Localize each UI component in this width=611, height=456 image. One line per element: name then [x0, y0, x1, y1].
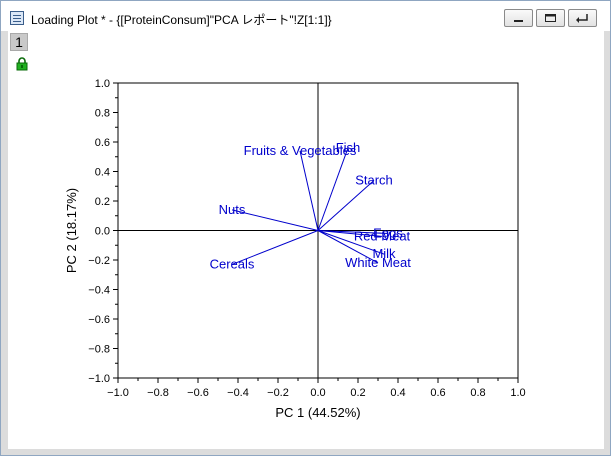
loading-label[interactable]: Milk [372, 246, 396, 261]
loading-label[interactable]: Red Meat [354, 228, 411, 243]
loading-vectors [231, 147, 389, 265]
restore-icon [545, 14, 556, 22]
loading-vector [317, 230, 379, 264]
x-tick-label: −1.0 [107, 387, 129, 399]
loading-label[interactable]: Starch [355, 172, 393, 187]
minimize-button[interactable] [504, 9, 533, 27]
graph-page[interactable]: 1 −1.0 −0.8 −0.6 −0.4 −0.2 0.0 0.2 0.4 0.6 0.8 1.0… [8, 31, 604, 449]
loading-plot[interactable]: −1.0 −0.8 −0.6 −0.4 −0.2 0.0 0.2 0.4 0.6 0.8 1.0 −1… [8, 31, 604, 449]
loading-vector [317, 230, 383, 237]
y-tick-label: 0.0 [95, 226, 110, 238]
y-tick-label: −0.4 [88, 285, 110, 297]
x-tick-label: 0.2 [350, 387, 365, 399]
loading-vector [317, 179, 375, 231]
restore-button[interactable] [536, 9, 565, 27]
x-tick-label: −0.2 [267, 387, 289, 399]
x-tick-label: −0.8 [147, 387, 169, 399]
loading-label[interactable]: Fruits & Vegetables [244, 143, 357, 158]
minimize-icon [514, 20, 523, 22]
y-tick-label: −1.0 [88, 373, 110, 385]
y-tick-label: 0.6 [95, 137, 110, 149]
y-tick-label: −0.6 [88, 314, 110, 326]
graph-window-icon[interactable] [10, 11, 24, 25]
y-axis-title: PC 2 (18.17%) [64, 188, 79, 273]
axis-ticks: −1.0 −0.8 −0.6 −0.4 −0.2 0.0 0.2 0.4 0.6 0.8 1.0 −1… [88, 78, 525, 399]
y-tick-label: 0.4 [95, 167, 110, 179]
loading-vector [317, 147, 349, 231]
title-bar[interactable]: Loading Plot * - {[ProteinConsum]"PCA レポ… [1, 1, 610, 31]
back-button[interactable] [568, 9, 597, 27]
x-tick-label: 0.0 [310, 387, 325, 399]
y-tick-label: 0.2 [95, 196, 110, 208]
back-icon [576, 14, 588, 23]
x-tick-label: −0.6 [187, 387, 209, 399]
loading-label[interactable]: White Meat [345, 255, 411, 270]
lock-icon[interactable] [15, 57, 29, 71]
x-tick-label: 0.8 [470, 387, 485, 399]
y-tick-label: −0.8 [88, 344, 110, 356]
x-tick-label: 1.0 [510, 387, 525, 399]
layer-tab[interactable]: 1 [10, 33, 28, 51]
loading-vector [231, 209, 319, 231]
y-tick-label: 0.8 [95, 108, 110, 120]
loading-label[interactable]: Nuts [219, 202, 246, 217]
window-title: Loading Plot * - {[ProteinConsum]"PCA レポ… [31, 13, 332, 27]
loading-vector [231, 230, 319, 265]
loading-label[interactable]: Eggs [373, 225, 403, 240]
x-tick-label: −0.4 [227, 387, 249, 399]
loading-label[interactable]: Fish [336, 140, 361, 155]
loading-vector [317, 230, 385, 255]
loading-vector [317, 230, 389, 234]
loading-vector [299, 150, 319, 231]
y-tick-label: −0.2 [88, 255, 110, 267]
x-tick-label: 0.6 [430, 387, 445, 399]
y-tick-label: 1.0 [95, 78, 110, 90]
x-axis-title: PC 1 (44.52%) [275, 405, 360, 420]
loading-label[interactable]: Cereals [210, 256, 255, 271]
x-tick-label: 0.4 [390, 387, 405, 399]
